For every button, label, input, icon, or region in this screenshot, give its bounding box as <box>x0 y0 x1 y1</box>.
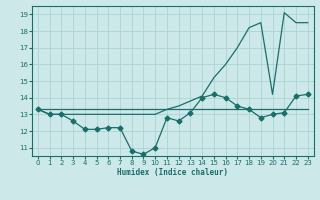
X-axis label: Humidex (Indice chaleur): Humidex (Indice chaleur) <box>117 168 228 177</box>
